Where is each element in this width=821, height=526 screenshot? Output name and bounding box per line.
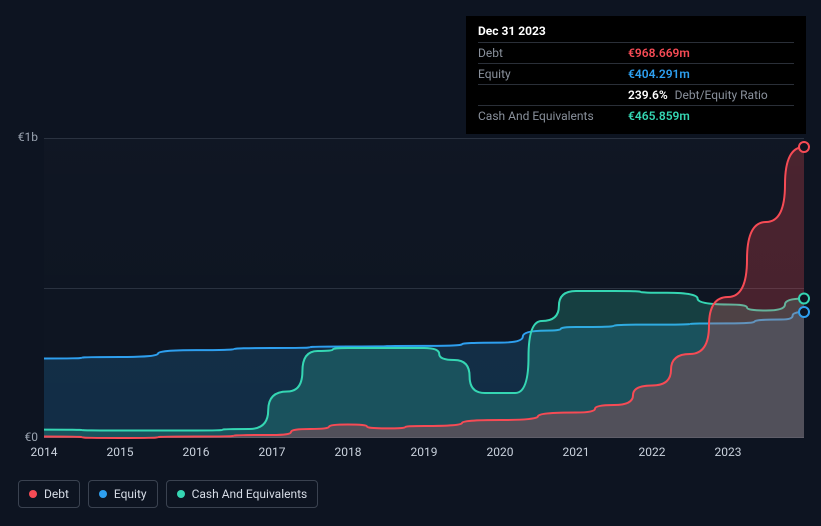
x-axis-label: 2018	[335, 445, 362, 459]
legend-dot-icon	[177, 490, 185, 498]
x-axis-label: 2019	[411, 445, 438, 459]
legend-label: Equity	[114, 487, 147, 501]
chart-svg	[44, 138, 804, 438]
x-axis-label: 2016	[183, 445, 210, 459]
legend-dot-icon	[29, 490, 37, 498]
legend-label: Cash And Equivalents	[192, 487, 308, 501]
x-axis-label: 2017	[259, 445, 286, 459]
tooltip-date: Dec 31 2023	[478, 24, 794, 42]
legend: Debt Equity Cash And Equivalents	[18, 480, 318, 508]
tooltip-row: 239.6% Debt/Equity Ratio	[478, 84, 794, 105]
legend-item[interactable]: Equity	[88, 480, 158, 508]
tooltip-row-label: Debt	[478, 46, 628, 60]
tooltip-row-value: €968.669m	[628, 46, 690, 60]
tooltip-row-value: €404.291m	[628, 67, 690, 81]
tooltip-row-extra: Debt/Equity Ratio	[672, 88, 768, 102]
hover-tooltip: Dec 31 2023 Debt€968.669mEquity€404.291m…	[466, 16, 806, 134]
plot-area[interactable]	[44, 138, 804, 438]
y-axis-label: €1b	[0, 130, 38, 144]
tooltip-row-label: Cash And Equivalents	[478, 109, 628, 123]
tooltip-row: Equity€404.291m	[478, 63, 794, 84]
tooltip-row-label: Equity	[478, 67, 628, 81]
series-end-marker	[799, 307, 809, 317]
legend-item[interactable]: Cash And Equivalents	[166, 480, 319, 508]
x-axis-label: 2014	[31, 445, 58, 459]
x-axis-label: 2015	[107, 445, 134, 459]
series-end-marker	[799, 142, 809, 152]
tooltip-row-value: €465.859m	[628, 109, 690, 123]
tooltip-row: Debt€968.669m	[478, 42, 794, 63]
tooltip-row: Cash And Equivalents€465.859m	[478, 105, 794, 126]
tooltip-row-value: 239.6% Debt/Equity Ratio	[628, 88, 768, 102]
x-axis-label: 2023	[715, 445, 742, 459]
x-axis-label: 2020	[487, 445, 514, 459]
x-axis-label: 2021	[563, 445, 590, 459]
y-axis-label: €0	[0, 430, 38, 444]
legend-item[interactable]: Debt	[18, 480, 80, 508]
series-end-marker	[799, 294, 809, 304]
legend-label: Debt	[44, 487, 69, 501]
legend-dot-icon	[99, 490, 107, 498]
x-axis-label: 2022	[639, 445, 666, 459]
